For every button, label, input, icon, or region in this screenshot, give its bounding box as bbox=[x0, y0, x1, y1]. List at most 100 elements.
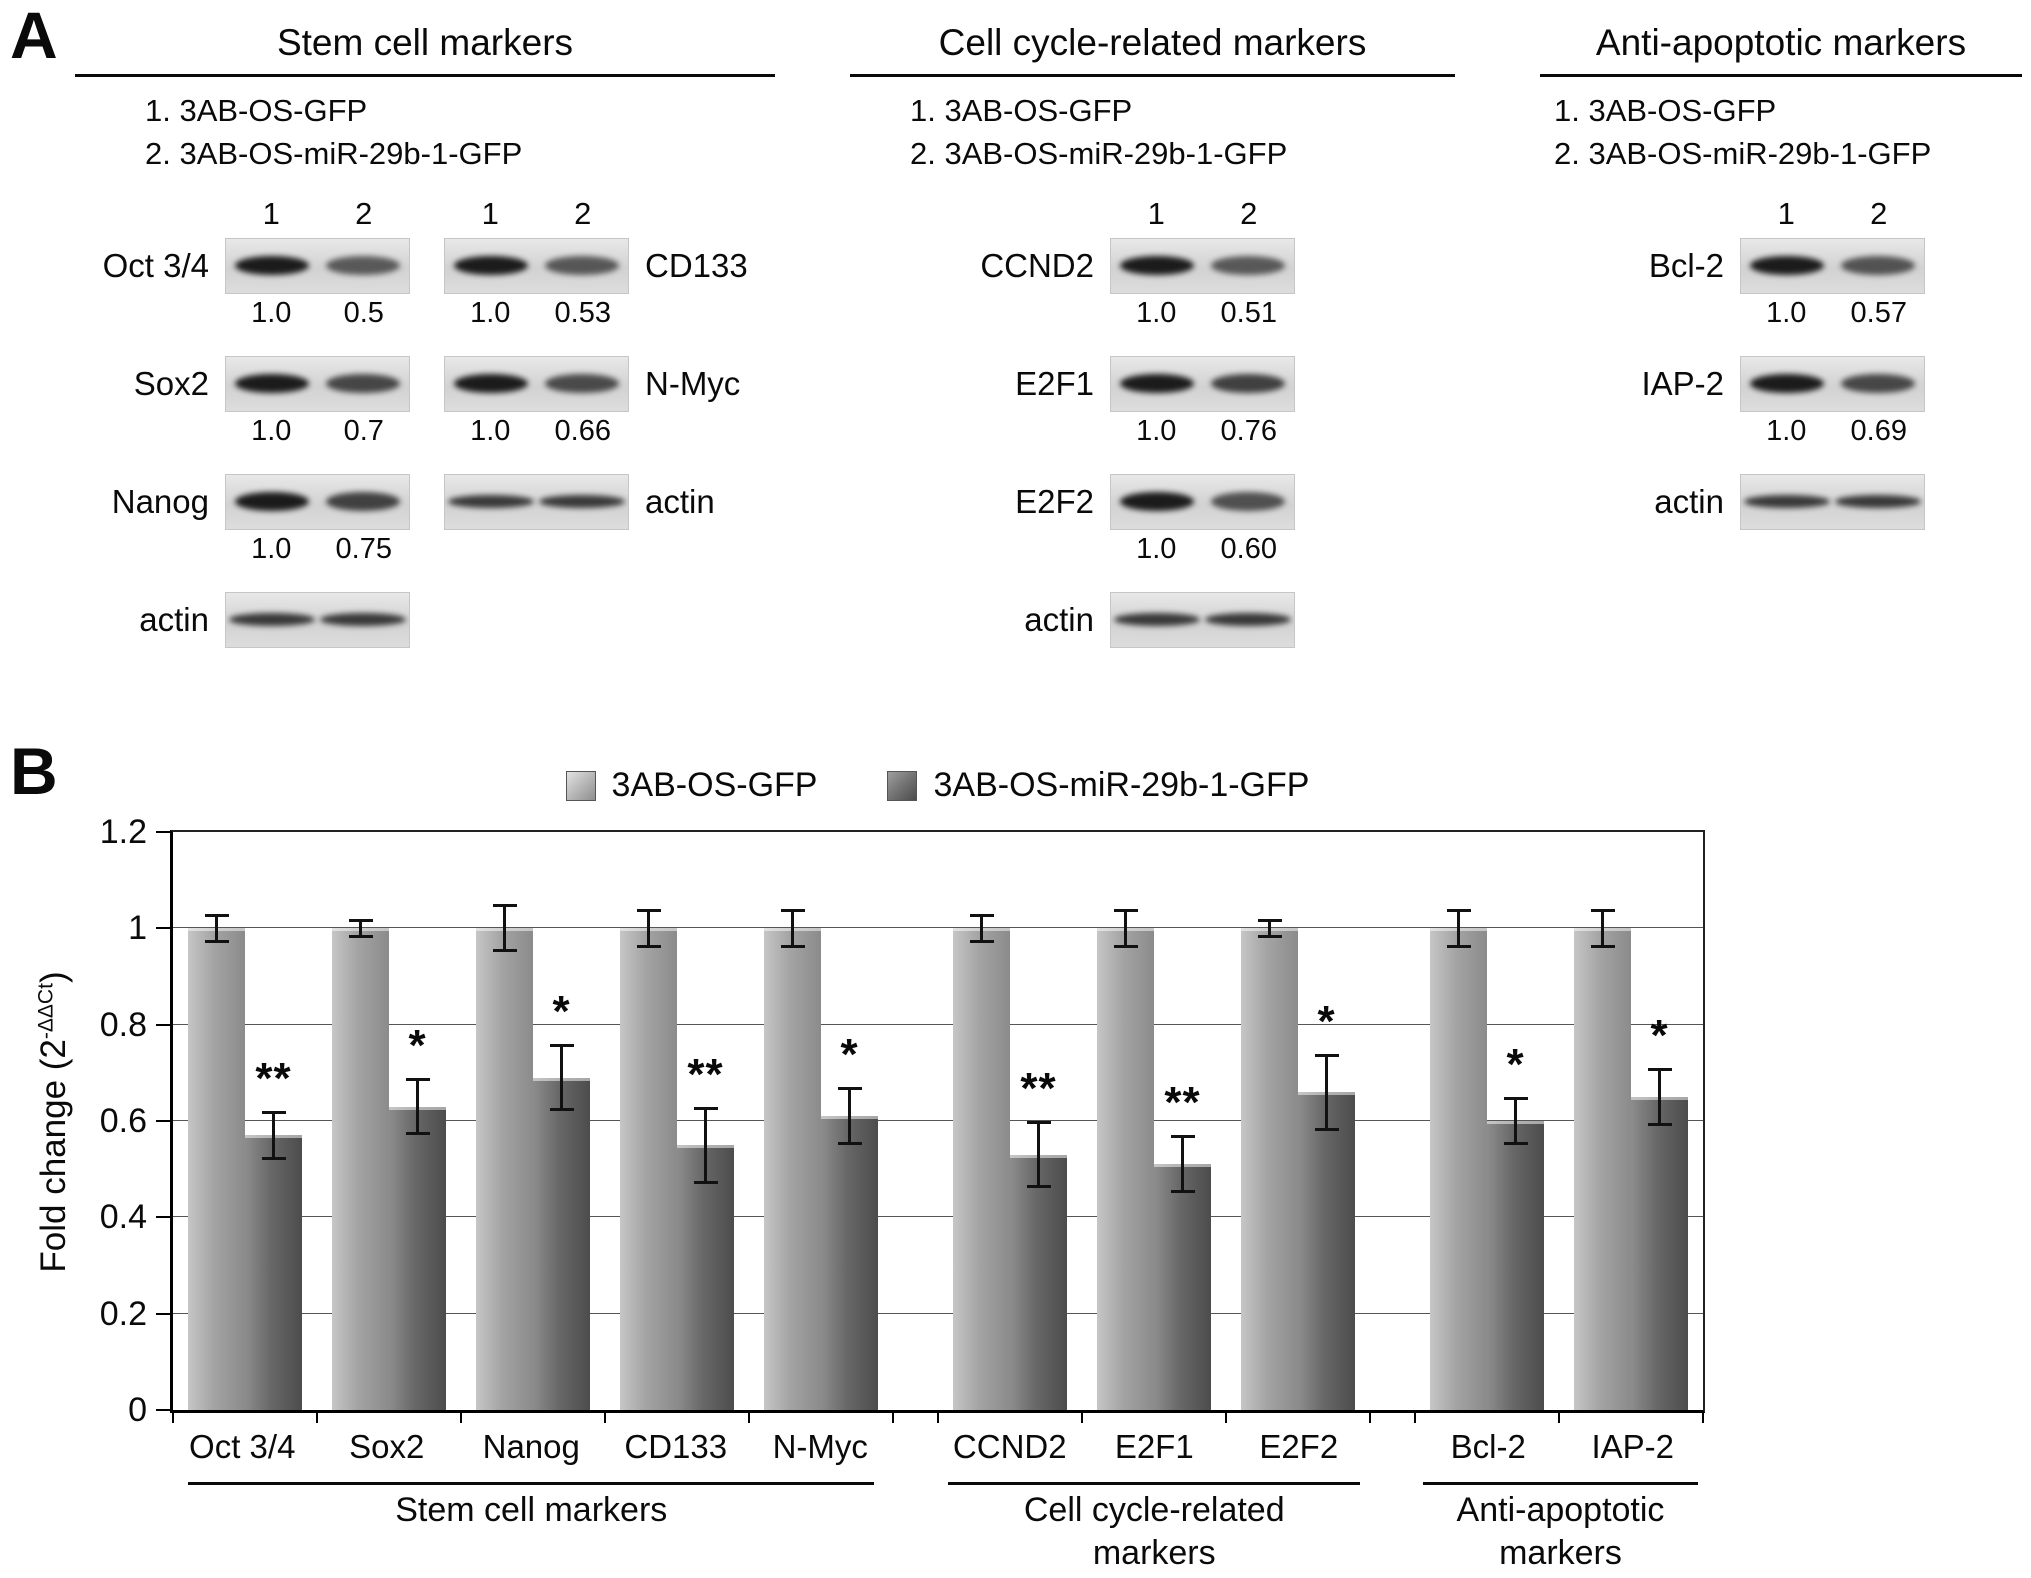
blot-band bbox=[234, 256, 309, 276]
bar-mir29b: * bbox=[533, 989, 590, 1410]
marker-group-label-text: Cell cycle-related markers bbox=[948, 1482, 1361, 1574]
blot-band bbox=[453, 256, 528, 276]
blot-row: Bcl-2 1.0 0.57 bbox=[1540, 237, 1925, 356]
bar-pair: * bbox=[332, 832, 446, 1410]
significance-stars: * bbox=[840, 1030, 859, 1080]
lane-number: 1 bbox=[1777, 195, 1795, 231]
blot-value: 0.5 bbox=[343, 296, 384, 329]
blot-densitometry-values: 1.0 0.51 bbox=[1110, 297, 1295, 330]
significance-stars: * bbox=[1506, 1039, 1525, 1089]
blot-band bbox=[545, 256, 620, 276]
y-tick-label: 0.4 bbox=[99, 1198, 147, 1237]
bar-group: ** * * ** * bbox=[172, 832, 894, 1423]
blot-band bbox=[326, 492, 401, 512]
gridline bbox=[173, 1312, 1703, 1314]
bar-pair: * bbox=[764, 832, 878, 1410]
blot-row: actin bbox=[850, 591, 1295, 710]
blot-row: CCND2 1.0 0.51 bbox=[850, 237, 1295, 356]
blot-row: actin bbox=[1540, 473, 1925, 592]
blot-image bbox=[1110, 473, 1295, 530]
blot-columns: 1 2 CCND2 1.0 0.51 E2F1 1.0 0.76 E2F2 1.0 0.60 acti… bbox=[850, 192, 1455, 710]
lane-legend-line: 2. 3AB-OS-miR-29b-1-GFP bbox=[910, 136, 1288, 172]
bar-mir29b: * bbox=[1487, 1042, 1544, 1410]
blot-label: E2F1 bbox=[1015, 364, 1094, 402]
error-bar bbox=[647, 909, 650, 948]
legend-item: 3AB-OS-miR-29b-1-GFP bbox=[887, 766, 1309, 805]
blot-image bbox=[1740, 355, 1925, 412]
category-slot: * bbox=[316, 832, 461, 1423]
y-tick-label: 0.8 bbox=[99, 1005, 147, 1044]
bars-layer: ** * * ** * ** ** * * * bbox=[172, 832, 1704, 1423]
blot-image bbox=[225, 237, 410, 294]
lane-number: 2 bbox=[1240, 195, 1258, 231]
blot-band bbox=[320, 613, 407, 627]
blot-label: CCND2 bbox=[980, 246, 1094, 284]
blot-densitometry-values: 1.0 0.66 bbox=[444, 415, 629, 448]
x-label-group: CCND2 E2F1 E2F2 bbox=[938, 1428, 1372, 1466]
blot-value: 0.75 bbox=[335, 532, 392, 565]
significance-stars: * bbox=[1317, 996, 1336, 1046]
lane-legend: 1. 3AB-OS-GFP 2. 3AB-OS-miR-29b-1-GFP bbox=[910, 89, 1455, 176]
blot-columns: 1 2 Bcl-2 1.0 0.57 IAP-2 1.0 0.69 actin bbox=[1540, 192, 2022, 592]
legend-label: 3AB-OS-GFP bbox=[611, 766, 818, 804]
blot-value: 1.0 bbox=[1766, 296, 1807, 329]
lane-number: 1 bbox=[262, 195, 280, 231]
error-bar bbox=[1124, 909, 1127, 948]
y-tick-label: 0.2 bbox=[99, 1294, 147, 1333]
blot-densitometry-values: 1.0 0.75 bbox=[225, 533, 410, 566]
plot-area: 0 0.2 0.4 0.6 0.8 1 1.2 ** * * ** * ** ** * * * bbox=[100, 813, 1705, 1429]
error-bar bbox=[704, 1106, 707, 1184]
blot-row: actin bbox=[75, 591, 410, 710]
blot-stack: 1.0 0.57 bbox=[1740, 237, 1925, 330]
blot-value: 0.76 bbox=[1220, 414, 1277, 447]
error-bar bbox=[503, 904, 506, 953]
blot-stack bbox=[444, 473, 629, 530]
bar-mir29b: * bbox=[1631, 1014, 1688, 1410]
bar-control bbox=[1241, 918, 1298, 1410]
blot-band bbox=[228, 613, 315, 627]
group-title: Anti-apoptotic markers bbox=[1540, 22, 2022, 77]
lane-legend-line: 1. 3AB-OS-GFP bbox=[1554, 93, 1777, 128]
x-category-label: Bcl-2 bbox=[1450, 1428, 1526, 1465]
blot-row: 1.0 0.66 N-Myc bbox=[444, 355, 749, 474]
blot-densitometry-values: 1.0 0.57 bbox=[1740, 297, 1925, 330]
blot-value: 0.7 bbox=[343, 414, 384, 447]
blot-stack: 1.0 0.75 bbox=[225, 473, 410, 566]
lane-number: 2 bbox=[1870, 195, 1888, 231]
gridline bbox=[173, 1120, 1703, 1121]
x-category-label: E2F2 bbox=[1259, 1428, 1339, 1465]
blot-label: Bcl-2 bbox=[1648, 246, 1724, 284]
significance-stars: ** bbox=[1020, 1064, 1057, 1114]
bar-mir29b: ** bbox=[245, 1057, 302, 1410]
marker-group: Cell cycle-related markers 1. 3AB-OS-GFP 2… bbox=[850, 22, 1455, 710]
y-tick-label: 0 bbox=[128, 1391, 147, 1429]
blot-label: Oct 3/4 bbox=[102, 246, 209, 284]
marker-group-label-line: markers bbox=[1499, 1533, 1622, 1572]
blot-value: 0.57 bbox=[1850, 296, 1907, 329]
blot-label: actin bbox=[1024, 600, 1094, 638]
bar-control bbox=[1574, 909, 1631, 1410]
bar-control bbox=[332, 918, 389, 1410]
category-slot: * bbox=[460, 832, 605, 1423]
blot-value: 1.0 bbox=[251, 296, 292, 329]
blot-value: 1.0 bbox=[251, 414, 292, 447]
blot-band bbox=[1119, 492, 1194, 512]
blot-row: Nanog 1.0 0.75 bbox=[75, 473, 410, 592]
error-bar bbox=[1601, 909, 1604, 948]
blot-band bbox=[1211, 256, 1286, 276]
error-bar bbox=[1514, 1096, 1517, 1146]
blot-value: 1.0 bbox=[1136, 532, 1177, 565]
y-axis-tick bbox=[156, 1023, 170, 1026]
blot-densitometry-values: 1.0 0.76 bbox=[1110, 415, 1295, 448]
category-slot: * bbox=[1414, 832, 1559, 1423]
blot-value: 0.60 bbox=[1220, 532, 1277, 565]
error-bar bbox=[1658, 1068, 1661, 1126]
marker-group: Stem cell markers 1. 3AB-OS-GFP 2. 3AB-OS-… bbox=[75, 22, 775, 710]
blot-band bbox=[1841, 256, 1916, 276]
lane-legend-line: 2. 3AB-OS-miR-29b-1-GFP bbox=[145, 136, 523, 172]
bar-group: ** ** * bbox=[937, 832, 1371, 1423]
